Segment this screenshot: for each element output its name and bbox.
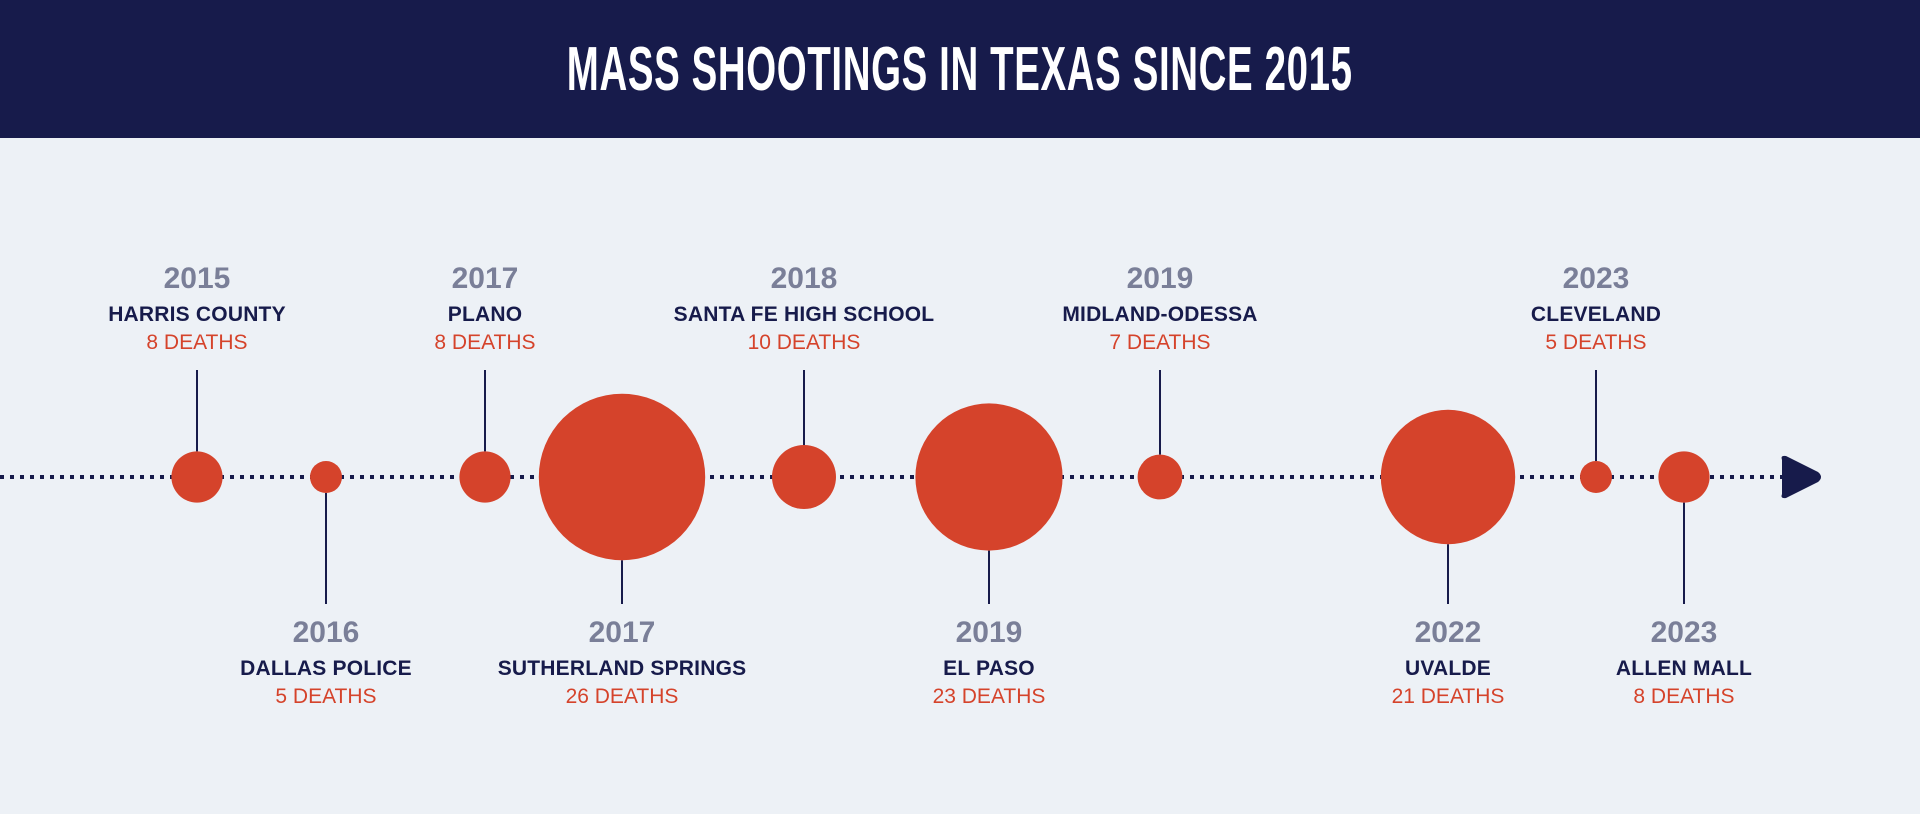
event-label: 2023 ALLEN MALL 8 DEATHS [1484,616,1884,710]
event-name: SUTHERLAND SPRINGS [497,657,747,680]
event-year: 2018 [770,262,838,295]
event-name: PLANO [447,303,523,326]
header-bar: MASS SHOOTINGS IN TEXAS SINCE 2015 [0,0,1920,138]
event-bubble [1137,454,1183,500]
event-name: DALLAS POLICE [240,657,412,680]
event-name: MIDLAND-ODESSA [1062,303,1258,326]
event-label: 2023 CLEVELAND 5 DEATHS [1396,262,1796,356]
event-year: 2023 [1650,616,1718,649]
event-year: 2015 [163,262,231,295]
event-deaths: 8 DEATHS [1633,685,1735,708]
event-year: 2019 [955,616,1023,649]
event-bubble [538,393,706,561]
event-deaths: 21 DEATHS [1391,685,1505,708]
event-name: EL PASO [943,657,1035,680]
event-name: ALLEN MALL [1615,657,1753,680]
event-year: 2023 [1562,262,1630,295]
event-bubble [1580,461,1612,493]
event-bubble [171,451,223,503]
event-deaths: 8 DEATHS [434,331,536,354]
event-year: 2017 [588,616,656,649]
timeline-chart [0,370,1821,604]
event-bubble [1658,451,1710,503]
event-deaths: 10 DEATHS [747,331,861,354]
event-label: 2019 EL PASO 23 DEATHS [789,616,1189,710]
event-name: SANTA FE HIGH SCHOOL [673,303,935,326]
event-bubble [310,461,342,493]
event-deaths: 7 DEATHS [1109,331,1211,354]
event-label: 2022 UVALDE 21 DEATHS [1248,616,1648,710]
event-year: 2019 [1126,262,1194,295]
timeline-arrow-icon [1781,455,1821,499]
event-label: 2017 SUTHERLAND SPRINGS 26 DEATHS [422,616,822,710]
event-year: 2016 [292,616,360,649]
event-label: 2015 HARRIS COUNTY 8 DEATHS [0,262,397,356]
page-title: MASS SHOOTINGS IN TEXAS SINCE 2015 [567,34,1353,104]
event-name: UVALDE [1405,657,1491,680]
event-label: 2019 MIDLAND-ODESSA 7 DEATHS [960,262,1360,356]
event-deaths: 5 DEATHS [275,685,377,708]
event-label: 2016 DALLAS POLICE 5 DEATHS [126,616,526,710]
event-bubble [459,451,511,503]
event-year: 2022 [1414,616,1482,649]
event-name: CLEVELAND [1530,303,1662,326]
event-deaths: 5 DEATHS [1545,331,1647,354]
event-name: HARRIS COUNTY [108,303,286,326]
event-deaths: 8 DEATHS [146,331,248,354]
event-bubble [772,445,836,509]
event-label: 2017 PLANO 8 DEATHS [285,262,685,356]
event-deaths: 26 DEATHS [565,685,679,708]
event-year: 2017 [451,262,519,295]
event-label: 2018 SANTA FE HIGH SCHOOL 10 DEATHS [604,262,1004,356]
event-deaths: 23 DEATHS [932,685,1046,708]
event-bubble [915,403,1063,551]
event-bubble [1380,409,1516,545]
